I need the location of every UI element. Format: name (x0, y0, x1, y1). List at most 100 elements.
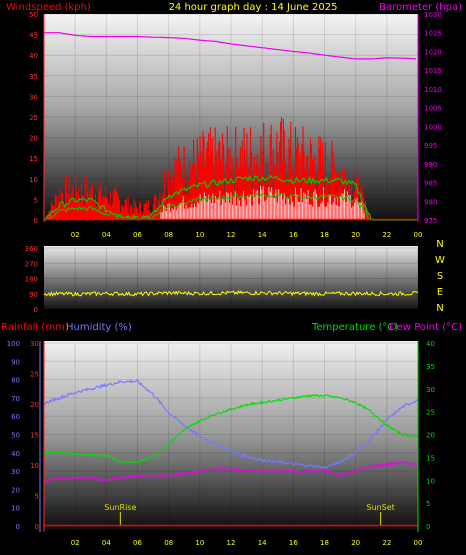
temp-x-tick: 02 (71, 539, 80, 547)
humidity-line (43, 379, 419, 470)
baro-y-tick: 1015 (424, 67, 442, 75)
temperature-grid (44, 342, 419, 527)
barometer-marks (44, 32, 417, 60)
temp-x-tick: 14 (258, 539, 267, 547)
temp-x-tick: 12 (227, 539, 236, 547)
temp-y-tick: 25 (426, 409, 435, 417)
wind-x-ticks: 02 04 06 08 10 12 14 16 18 20 22 00 (71, 231, 423, 239)
compass-label: N (436, 239, 443, 250)
direction-plot-area (44, 246, 418, 309)
temp-x-tick: 10 (195, 539, 204, 547)
sun-markers: SunRise SunSet (104, 503, 395, 526)
rain-y-tick: 30 (30, 340, 39, 348)
temperature-axis-label: Temperature (°C) (311, 322, 398, 333)
temp-x-tick: 00 (414, 539, 423, 547)
barometer-line (44, 32, 417, 60)
dewpoint-axis-label: Dew Point (°C) (389, 322, 462, 333)
dewpoint-line (43, 460, 419, 482)
wind-y-tick: 30 (29, 93, 38, 101)
temp-y-tick: 5 (426, 500, 430, 508)
temperature-plot-area (44, 341, 418, 530)
wind-x-tick: 02 (71, 231, 80, 239)
chart-title: 24 hour graph day : 14 June 2025 (169, 2, 338, 13)
wind-y-tick: 50 (29, 11, 38, 19)
direction-y-tick: 270 (25, 260, 38, 268)
temp-y-tick: 0 (426, 523, 430, 531)
rainfall-axis-label: Rainfall (mm) (1, 322, 69, 333)
baro-y-ticks: 975 980 985 990 995 1000 1005 1010 1015 1020 1025 1… (424, 11, 442, 225)
wind-average-line (44, 174, 417, 221)
wind-x-tick: 04 (102, 231, 111, 239)
direction-y-tick: 180 (25, 276, 38, 284)
direction-grid (44, 247, 419, 310)
baro-y-tick: 1000 (424, 123, 442, 131)
temperature-line (43, 393, 419, 464)
direction-y-tick: 0 (34, 306, 38, 314)
wind-direction-line (43, 290, 419, 297)
rain-y-tick: 25 (30, 371, 39, 379)
wind-x-tick: 08 (164, 231, 173, 239)
wind-x-tick: 20 (351, 231, 360, 239)
baro-y-tick: 1030 (424, 11, 442, 19)
wind-y-tick: 5 (34, 196, 38, 204)
compass-label: S (437, 271, 443, 282)
humidity-y-tick: 50 (11, 432, 20, 440)
temp-x-ticks: 02 04 06 08 10 12 14 16 18 20 22 00 (71, 539, 423, 547)
wind-y-tick: 45 (29, 32, 38, 40)
wind-y-ticks: 0 5 10 15 20 25 30 35 40 45 50 (29, 11, 38, 225)
temp-x-tick: 20 (351, 539, 360, 547)
barometer-axis-label: Barometer (hpa) (379, 2, 462, 13)
baro-y-tick: 990 (424, 161, 437, 169)
humidity-y-tick: 30 (11, 468, 20, 476)
humidity-y-tick: 40 (11, 450, 20, 458)
rain-y-tick: 10 (30, 462, 39, 470)
temp-y-tick: 20 (426, 432, 435, 440)
wind-y-tick: 15 (29, 155, 38, 163)
wind-white-bars (160, 185, 365, 220)
humidity-y-tick: 10 (11, 505, 20, 513)
wind-x-tick: 18 (320, 231, 329, 239)
baro-y-tick: 1005 (424, 105, 442, 113)
baro-y-tick: 980 (424, 198, 437, 206)
temp-y-ticks: 0 5 10 15 20 25 30 35 40 (426, 340, 435, 531)
temp-x-tick: 08 (164, 539, 173, 547)
temp-x-tick: 18 (320, 539, 329, 547)
sun-marker-label: SunSet (366, 503, 394, 512)
temp-y-tick: 10 (426, 477, 435, 485)
compass-label: E (437, 287, 443, 298)
baro-y-tick: 1025 (424, 30, 442, 38)
sun-marker-label: SunRise (104, 503, 136, 512)
wind-x-tick: 00 (414, 231, 423, 239)
baro-y-tick: 975 (424, 217, 437, 225)
wind-x-tick: 22 (382, 231, 391, 239)
temp-y-tick: 15 (426, 454, 435, 462)
temperature-marks (43, 379, 419, 527)
wind-x-tick: 14 (258, 231, 267, 239)
wind-x-tick: 16 (289, 231, 298, 239)
baro-y-tick: 985 (424, 180, 437, 188)
wind-grid (44, 13, 419, 221)
rain-y-tick: 20 (30, 401, 39, 409)
wind-x-tick: 06 (133, 231, 142, 239)
direction-y-tick: 90 (29, 291, 38, 299)
rain-y-tick: 5 (35, 493, 39, 501)
direction-y-ticks: 0 90 180 270 360 (25, 245, 38, 314)
humidity-y-tick: 70 (11, 395, 20, 403)
rain-y-tick: 15 (30, 432, 39, 440)
humidity-y-ticks: 0 10 20 30 40 50 60 70 80 90 100 (7, 340, 20, 531)
wind-x-tick: 12 (227, 231, 236, 239)
temp-x-tick: 04 (102, 539, 111, 547)
temp-x-tick: 06 (133, 539, 142, 547)
humidity-y-tick: 20 (11, 486, 20, 494)
humidity-axis-label: Humidity (%) (66, 322, 132, 333)
direction-marks (43, 290, 419, 297)
temp-x-tick: 22 (382, 539, 391, 547)
rain-y-tick: 0 (35, 523, 39, 531)
windspeed-axis-label: Windspeed (kph) (6, 2, 91, 13)
humidity-y-tick: 80 (11, 377, 20, 385)
wind-marks (43, 117, 418, 221)
temp-y-tick: 35 (426, 363, 435, 371)
